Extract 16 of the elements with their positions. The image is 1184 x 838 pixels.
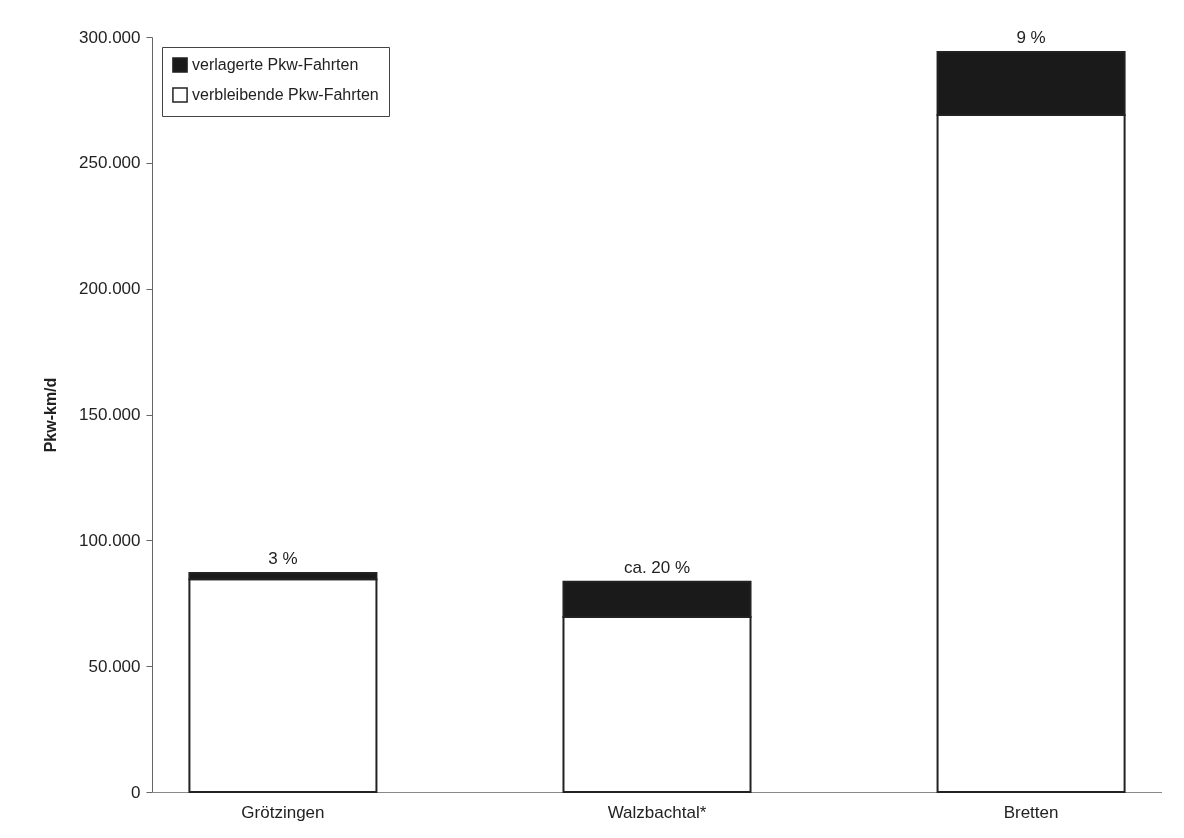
x-tick-label: Walzbachtal* [607,802,707,822]
y-tick-label: 0 [131,782,141,802]
legend-label: verlagerte Pkw-Fahrten [192,56,359,73]
y-tick-label: 200.000 [79,279,141,299]
annotation: ca. 20 % [623,557,691,577]
y-axis-title: Pkw-km/d [42,377,60,453]
annotation: 3 % [268,549,298,569]
y-tick-label: 250.000 [79,153,141,173]
y-tick-label: 300.000 [79,27,141,47]
x-tick-label: Bretten [1003,802,1059,822]
annotation: 9 % [1016,28,1046,48]
x-tick-label: Grötzingen [241,802,325,822]
y-tick-label: 100.000 [79,530,141,550]
y-tick-label: 50.000 [88,656,141,676]
y-tick-label: 150.000 [79,405,141,424]
legend-label: verbleibende Pkw-Fahrten [192,86,379,103]
